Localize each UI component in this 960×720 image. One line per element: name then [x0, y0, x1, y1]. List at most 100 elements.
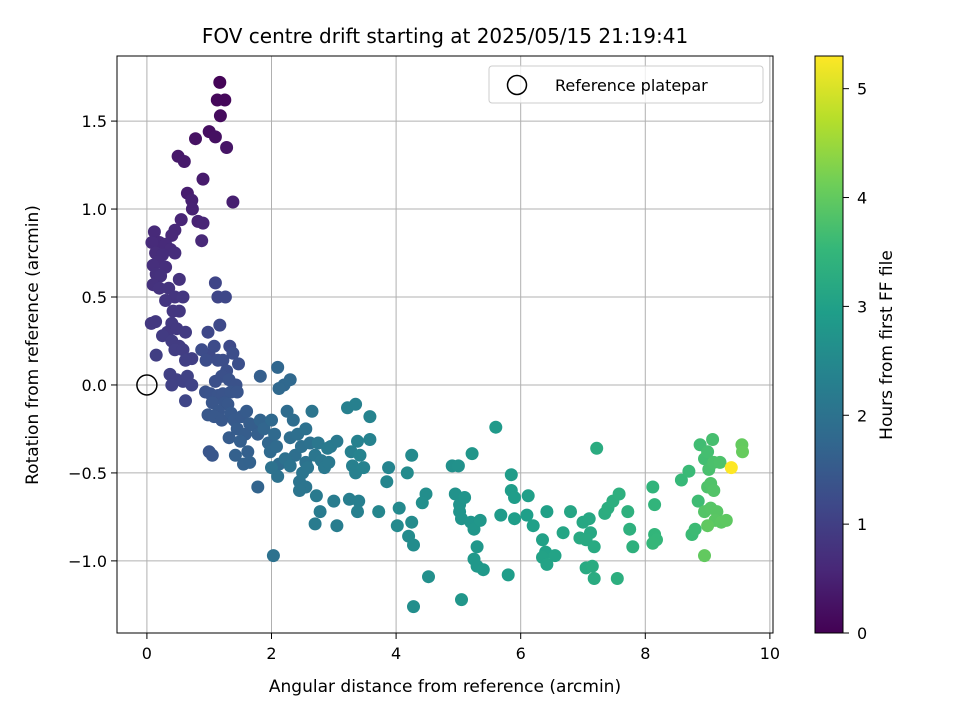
data-point: [179, 325, 192, 339]
data-point: [208, 130, 222, 144]
data-point: [266, 549, 280, 563]
data-point: [405, 448, 419, 462]
data-point: [501, 568, 515, 582]
data-point: [218, 290, 232, 304]
data-point: [682, 464, 696, 478]
data-point: [207, 339, 221, 353]
data-point: [623, 522, 637, 536]
data-point: [172, 304, 186, 318]
data-point: [380, 475, 394, 489]
data-point: [240, 404, 254, 418]
data-point: [232, 357, 245, 371]
data-point: [313, 505, 327, 519]
data-point: [648, 498, 662, 512]
data-point: [189, 132, 202, 146]
data-point: [415, 496, 429, 510]
data-point: [612, 487, 626, 501]
data-point: [218, 93, 232, 107]
data-point: [473, 513, 487, 527]
data-point: [286, 413, 300, 427]
data-point: [610, 572, 624, 585]
data-point: [309, 489, 323, 503]
data-point: [713, 455, 727, 469]
data-point: [168, 246, 182, 260]
data-point: [205, 448, 219, 462]
data-point: [701, 445, 715, 459]
data-point: [321, 441, 335, 455]
data-point: [556, 526, 570, 540]
data-point: [177, 155, 191, 168]
x-tick-label: 10: [760, 644, 780, 663]
data-point: [147, 225, 161, 239]
data-point: [548, 549, 562, 563]
x-tick-label: 6: [516, 644, 526, 663]
data-point: [707, 484, 721, 497]
colorbar-tick-label: 3: [857, 297, 867, 316]
data-point: [706, 433, 720, 446]
data-point: [372, 505, 386, 519]
x-tick-label: 0: [142, 644, 152, 663]
colorbar-tick-label: 2: [857, 406, 867, 425]
data-point: [526, 519, 540, 533]
plot-frame: [116, 55, 774, 634]
data-point: [308, 517, 322, 531]
data-point: [407, 600, 420, 614]
data-point: [159, 294, 173, 307]
data-point: [226, 195, 240, 209]
data-point: [216, 353, 230, 367]
data-point: [299, 422, 313, 436]
data-point: [305, 404, 319, 418]
x-tick-label: 8: [640, 644, 650, 663]
data-point: [174, 213, 188, 227]
data-point: [349, 397, 363, 411]
data-point: [144, 316, 158, 330]
data-point: [172, 272, 186, 286]
data-point: [351, 434, 364, 448]
data-point: [646, 480, 660, 494]
data-point: [230, 385, 244, 399]
data-point: [470, 540, 484, 554]
data-point: [179, 353, 192, 367]
chart-title: FOV centre drift starting at 2025/05/15 …: [202, 24, 688, 48]
data-point: [265, 413, 278, 427]
data-point: [283, 373, 297, 387]
data-point: [582, 512, 596, 526]
data-point: [451, 459, 465, 473]
data-point: [185, 202, 199, 216]
data-point: [195, 234, 209, 248]
data-point: [243, 455, 257, 469]
data-point: [508, 512, 521, 526]
colorbar-tick-label: 4: [857, 189, 867, 208]
data-point: [272, 382, 286, 395]
data-point: [701, 519, 715, 533]
data-point: [540, 557, 554, 571]
data-point: [220, 141, 234, 154]
data-point: [587, 572, 601, 585]
data-point: [176, 290, 190, 304]
data-point: [145, 236, 159, 249]
data-point: [233, 434, 247, 448]
data-point: [213, 318, 227, 332]
colorbar-tick-label: 0: [857, 624, 867, 643]
legend: Reference platepar: [488, 65, 764, 104]
data-point: [536, 533, 549, 547]
data-point: [185, 378, 199, 392]
data-point: [268, 427, 282, 441]
data-point: [353, 448, 367, 462]
data-point: [213, 75, 227, 89]
data-point: [458, 491, 472, 504]
data-point: [226, 346, 240, 360]
colorbar-ticks: 0 1 2 3 4 5: [843, 80, 867, 643]
data-point: [352, 494, 366, 508]
data-point: [363, 410, 377, 424]
data-point: [196, 216, 210, 230]
data-point: [330, 519, 344, 533]
x-axis-label: Angular distance from reference (arcmin): [269, 677, 621, 697]
legend-marker-reference: [506, 74, 528, 96]
x-axis-ticks: 0 2 4 6 8 10: [142, 633, 780, 663]
data-point: [674, 473, 688, 487]
data-point: [392, 501, 406, 515]
data-point: [476, 563, 490, 577]
data-point: [646, 536, 660, 550]
